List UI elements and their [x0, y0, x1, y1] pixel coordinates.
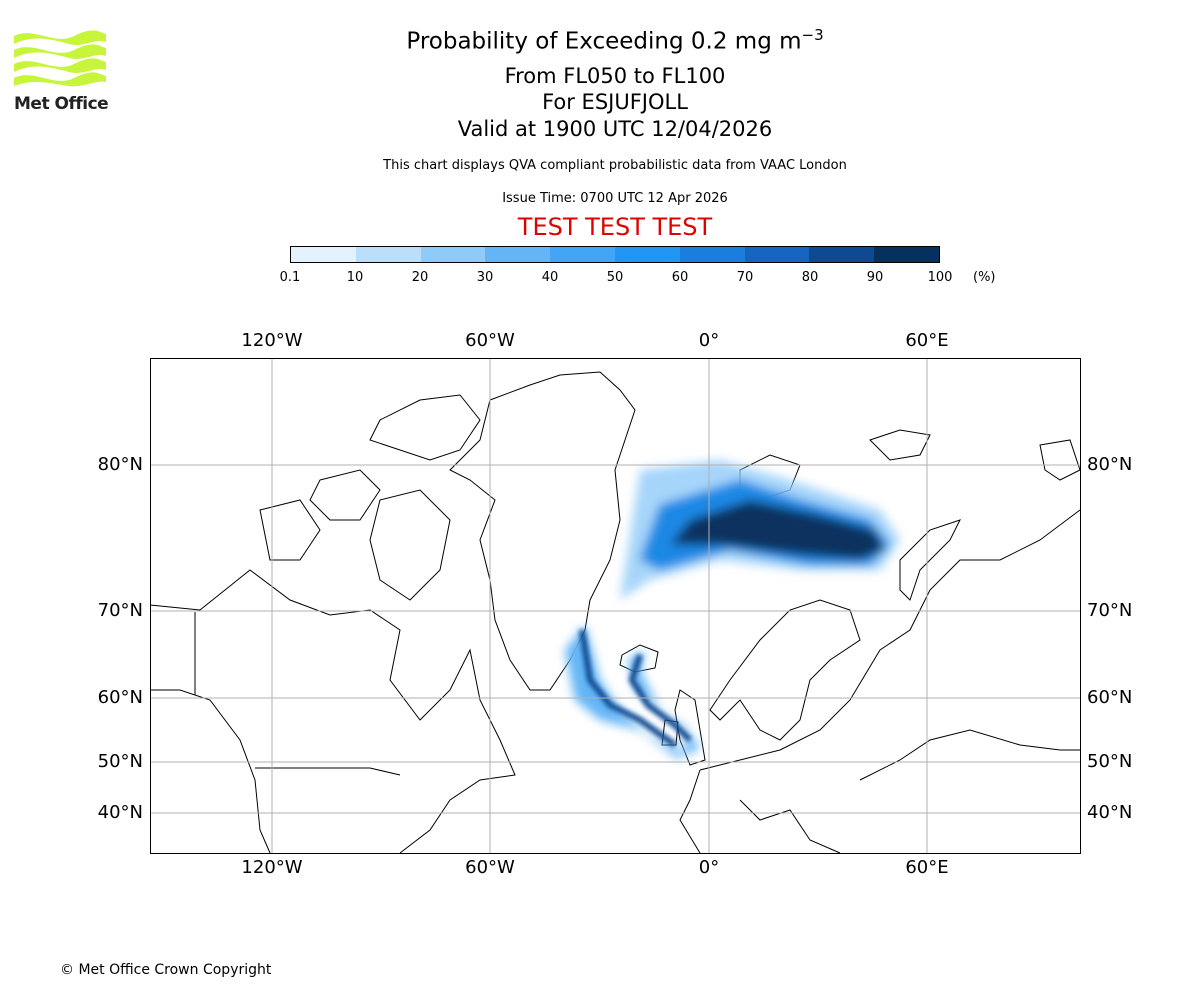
coastlines [149, 371, 1081, 854]
axis-tick-label: 80°N [1087, 454, 1133, 475]
flight-levels: From FL050 to FL100 [504, 64, 726, 88]
colorbar-tick: 70 [736, 270, 754, 285]
axis-tick-label: 70°N [1087, 600, 1133, 621]
colorbar-tick: 90 [866, 270, 884, 285]
colorbar-tick: 60 [671, 270, 689, 285]
colorbar-tick: 40 [541, 270, 559, 285]
waves-icon [14, 30, 106, 87]
colorbar-bin [485, 247, 551, 262]
colorbar-tick: 10 [346, 270, 364, 285]
colorbar-tick: 80 [801, 270, 819, 285]
axis-tick-label: 120°W [241, 330, 303, 351]
axis-tick-label: 60°W [465, 857, 515, 878]
colorbar-tick: 100 [927, 270, 953, 285]
colorbar-bin [420, 247, 486, 262]
colorbar-bin [874, 247, 939, 262]
test-banner: TEST TEST TEST [517, 213, 713, 241]
colorbar-bin [550, 247, 615, 262]
axis-tick-label: 70°N [97, 600, 143, 621]
axis-tick-label: 60°E [905, 330, 949, 351]
axis-tick-label: 80°N [97, 454, 143, 475]
colorbar-bin [744, 247, 810, 262]
met-office-logo: Met Office [14, 30, 109, 114]
ash-plume [565, 460, 900, 760]
graticule [150, 358, 1080, 853]
colorbar-tick: 50 [606, 270, 624, 285]
axis-tick-label: 40°N [1087, 802, 1133, 823]
colorbar [290, 246, 940, 263]
copyright: © Met Office Crown Copyright [60, 962, 272, 978]
map-frame [150, 358, 1081, 854]
colorbar-bin [809, 247, 875, 262]
axis-tick-label: 40°N [97, 802, 143, 823]
axis-tick-label: 120°W [241, 857, 303, 878]
axis-tick-label: 50°N [97, 751, 143, 772]
axis-tick-label: 60°E [905, 857, 949, 878]
chart-title: Probability of Exceeding 0.2 mg m−3 [406, 26, 824, 55]
axis-tick-label: 60°N [1087, 687, 1133, 708]
issue-time: Issue Time: 0700 UTC 12 Apr 2026 [502, 191, 728, 206]
axis-tick-label: 60°W [465, 330, 515, 351]
valid-time: Valid at 1900 UTC 12/04/2026 [457, 117, 773, 141]
colorbar-bin [614, 247, 680, 262]
colorbar-unit: (%) [973, 270, 996, 285]
axis-tick-label: 50°N [1087, 751, 1133, 772]
axis-tick-label: 60°N [97, 687, 143, 708]
ash-plume-core [579, 629, 693, 748]
colorbar-tick: 0.1 [279, 270, 301, 285]
colorbar-bin [355, 247, 421, 262]
logo-text: Met Office [14, 94, 109, 114]
colorbar-bin [679, 247, 745, 262]
volcano-name: For ESJUFJOLL [542, 90, 688, 114]
axis-tick-label: 0° [698, 330, 720, 351]
colorbar-bin [291, 247, 356, 262]
axis-tick-label: 0° [698, 857, 720, 878]
colorbar-tick: 20 [411, 270, 429, 285]
data-note: This chart displays QVA compliant probab… [383, 158, 847, 173]
colorbar-tick: 30 [476, 270, 494, 285]
